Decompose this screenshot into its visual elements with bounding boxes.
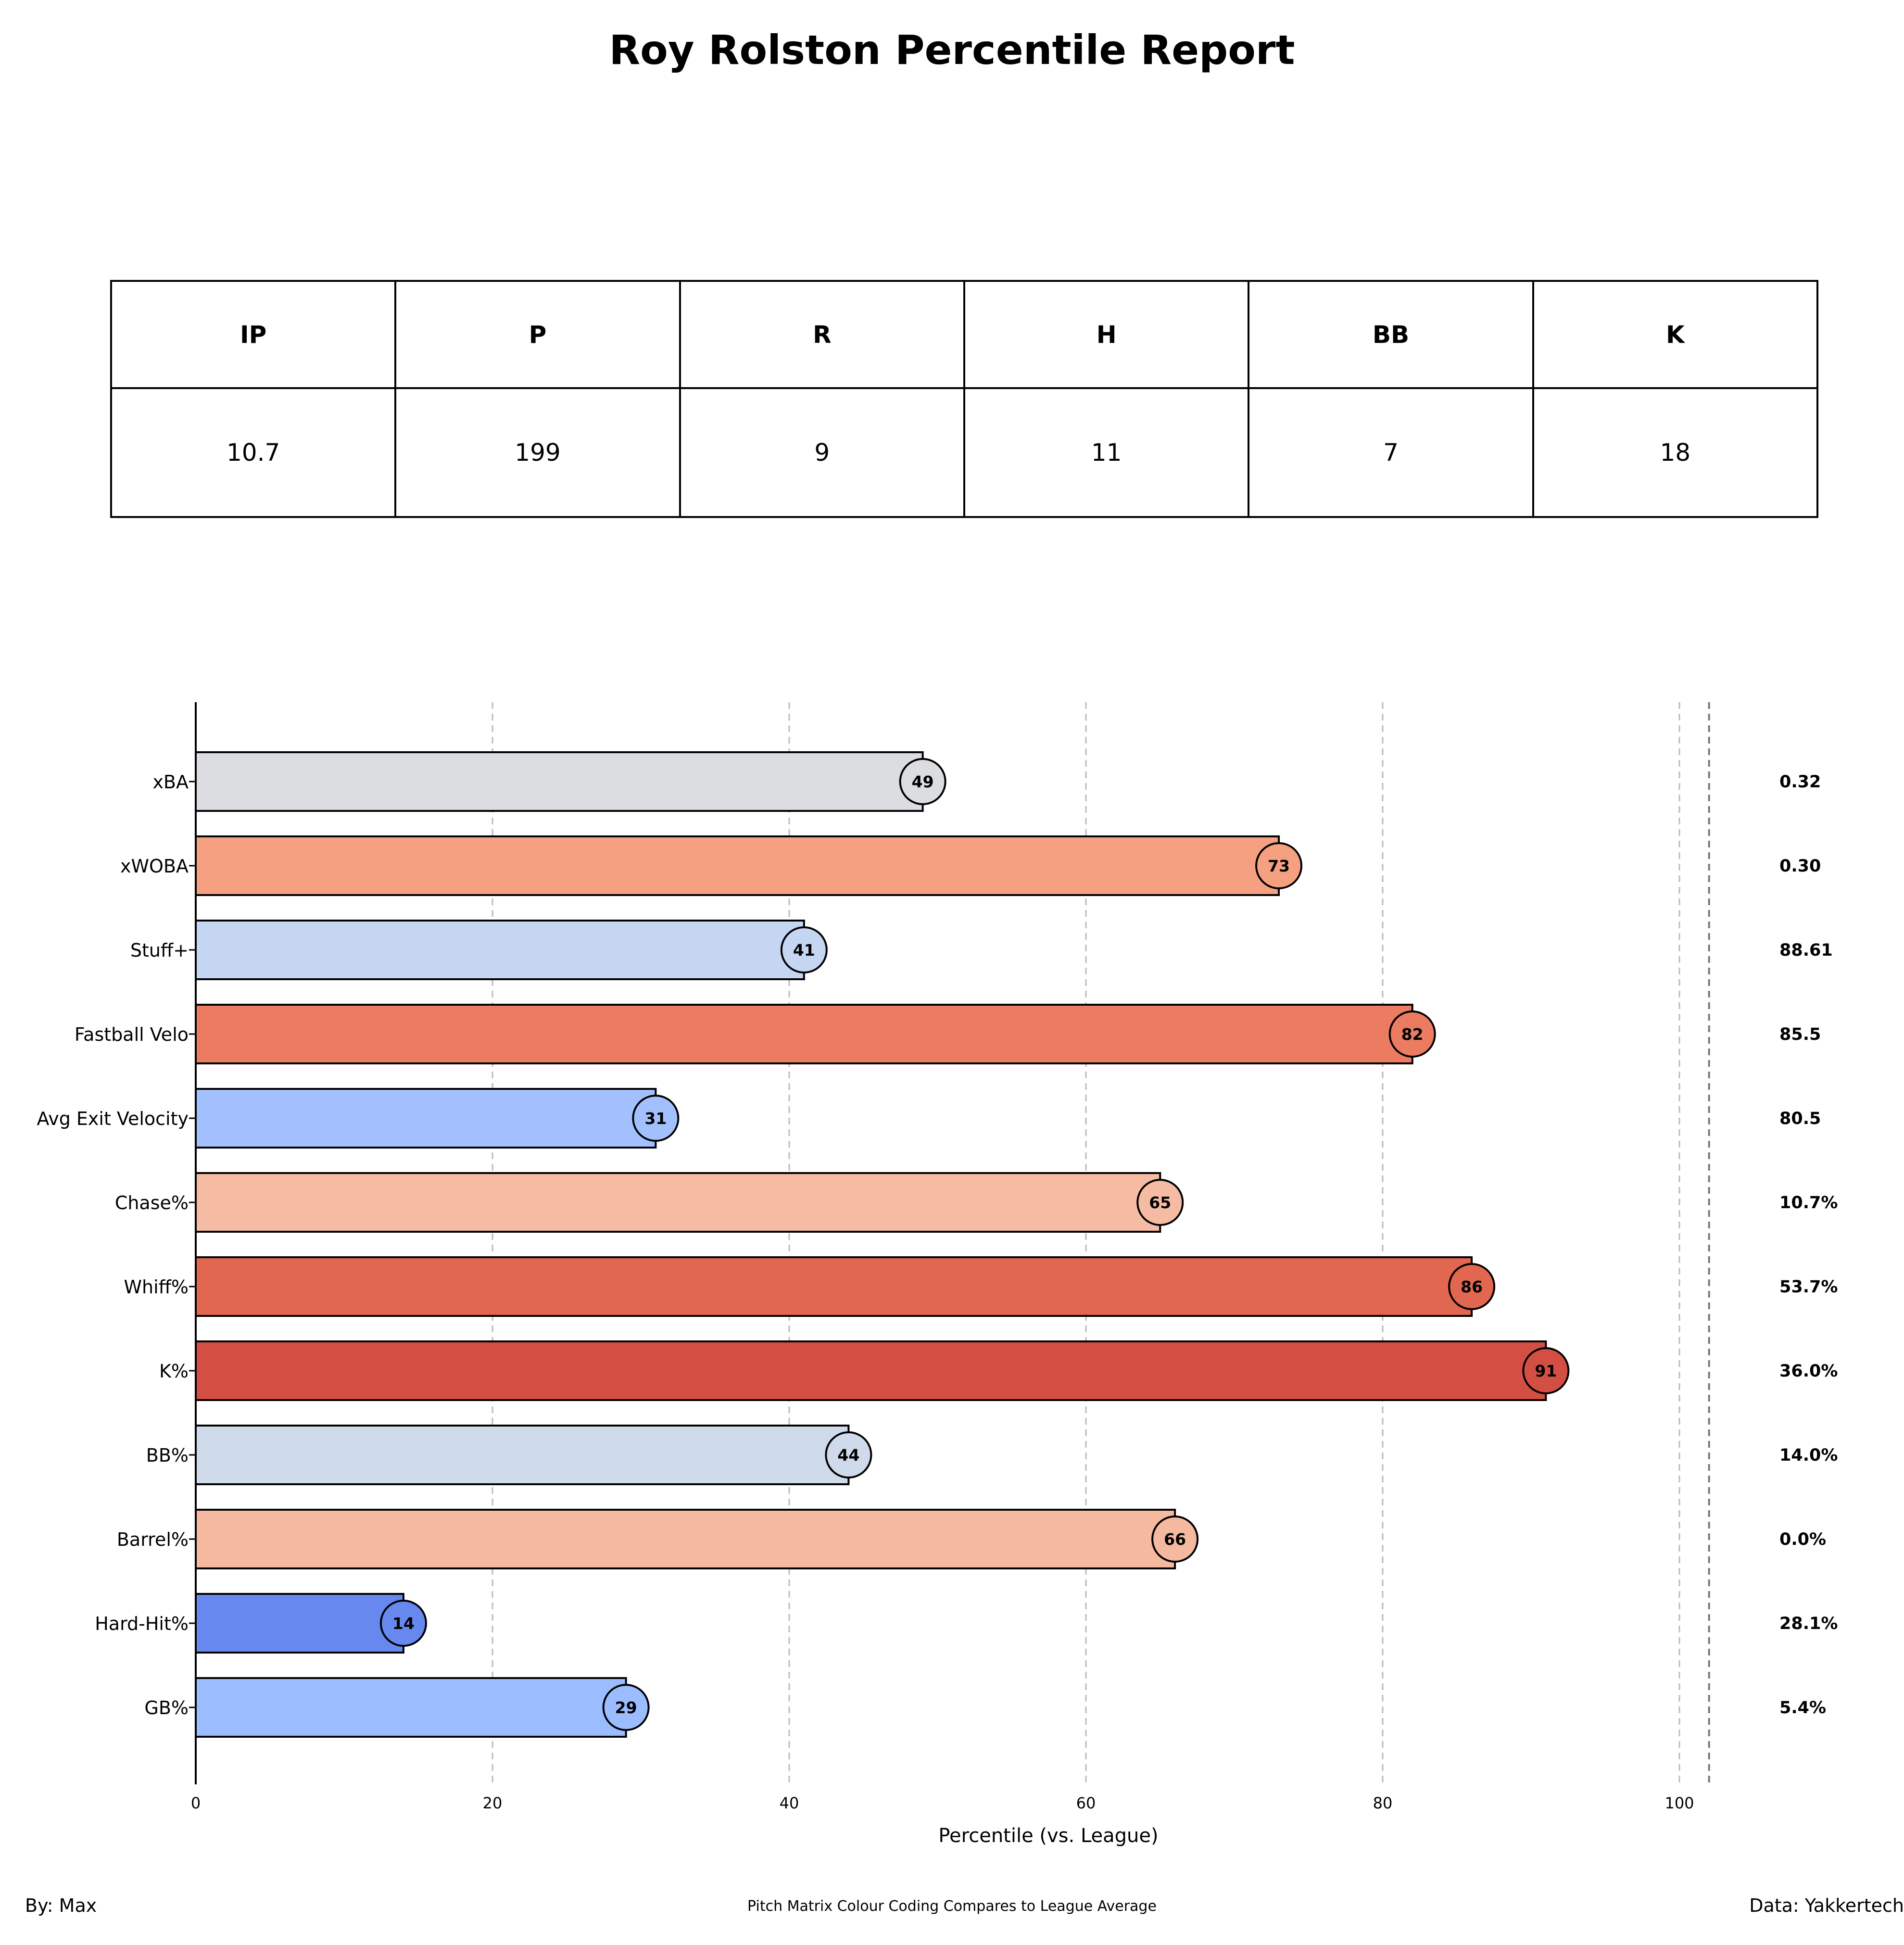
x-tick-label-60: 60: [1076, 1794, 1096, 1812]
percentile-label-10: 14: [392, 1614, 415, 1633]
percentile-label-4: 31: [644, 1109, 667, 1128]
stat-value-label-3: 85.5: [1779, 1025, 1821, 1044]
stat-header-h: H: [963, 280, 1250, 389]
percentile-marker-8: [825, 1431, 872, 1478]
footer-note: Pitch Matrix Colour Coding Compares to L…: [747, 1898, 1157, 1915]
bar-8: [195, 1425, 850, 1485]
percentile-marker-10: [379, 1600, 427, 1647]
percentile-marker-2: [780, 926, 828, 973]
percentile-marker-5: [1136, 1179, 1184, 1226]
bar-10: [195, 1593, 404, 1654]
x-tick-label-0: 0: [191, 1794, 201, 1812]
percentile-marker-7: [1522, 1347, 1570, 1394]
category-label-5: Chase%: [115, 1192, 189, 1213]
category-label-4: Avg Exit Velocity: [37, 1108, 189, 1129]
stat-value-label-11: 5.4%: [1779, 1698, 1826, 1718]
percentile-marker-1: [1255, 842, 1303, 889]
stat-header-ip: IP: [110, 280, 397, 389]
percentile-marker-0: [899, 758, 946, 805]
category-label-10: Hard-Hit%: [95, 1613, 189, 1634]
percentile-label-2: 41: [793, 941, 815, 960]
category-label-6: Whiff%: [124, 1276, 189, 1298]
stat-header-bb: BB: [1248, 280, 1534, 389]
stat-value-label-4: 80.5: [1779, 1109, 1821, 1128]
stat-value-label-0: 0.32: [1779, 772, 1821, 792]
percentile-label-5: 65: [1149, 1193, 1171, 1212]
percentile-label-0: 49: [912, 772, 934, 791]
percentile-marker-11: [602, 1684, 650, 1731]
stat-value-p: 199: [394, 387, 681, 518]
footer-author: By: Max: [25, 1895, 97, 1916]
stat-value-label-5: 10.7%: [1779, 1193, 1838, 1212]
stat-value-k: 18: [1532, 387, 1819, 518]
stat-value-label-7: 36.0%: [1779, 1362, 1838, 1381]
bar-4: [195, 1088, 657, 1149]
category-label-8: BB%: [146, 1445, 189, 1466]
stat-value-ip: 10.7: [110, 387, 397, 518]
pitching-stats-table: IP P R H BB K 10.7 199 9 11 7 18: [110, 280, 1819, 518]
percentile-marker-9: [1151, 1516, 1199, 1563]
stat-header-p: P: [394, 280, 681, 389]
percentile-label-7: 91: [1535, 1362, 1557, 1380]
percentile-marker-6: [1448, 1263, 1496, 1310]
stat-value-h: 11: [963, 387, 1250, 518]
stat-value-label-1: 0.30: [1779, 857, 1821, 876]
percentile-label-6: 86: [1461, 1277, 1483, 1296]
page-title: Roy Rolston Percentile Report: [609, 26, 1295, 74]
x-tick-label-40: 40: [780, 1794, 799, 1812]
x-axis-label: Percentile (vs. League): [938, 1825, 1158, 1847]
bar-11: [195, 1677, 627, 1738]
bar-5: [195, 1172, 1161, 1233]
category-label-0: xBA: [152, 771, 189, 793]
stats-header-row: IP P R H BB K: [110, 280, 1819, 389]
percentile-label-1: 73: [1268, 857, 1290, 875]
percentile-marker-3: [1388, 1010, 1436, 1058]
percentile-label-11: 29: [615, 1698, 637, 1717]
category-label-3: Fastball Velo: [75, 1024, 189, 1045]
stat-header-k: K: [1532, 280, 1819, 389]
bar-6: [195, 1256, 1473, 1317]
bar-2: [195, 920, 805, 980]
bar-9: [195, 1509, 1176, 1569]
percentile-label-3: 82: [1401, 1025, 1424, 1044]
x-tick-label-100: 100: [1664, 1794, 1694, 1812]
category-label-7: K%: [159, 1361, 189, 1382]
x-tick-label-80: 80: [1373, 1794, 1393, 1812]
bar-0: [195, 751, 924, 812]
stat-header-r: R: [679, 280, 965, 389]
stats-value-row: 10.7 199 9 11 7 18: [110, 387, 1819, 518]
bar-3: [195, 1004, 1413, 1064]
bar-7: [195, 1340, 1547, 1401]
footer-source: Data: Yakkertech: [1749, 1895, 1904, 1916]
category-label-11: GB%: [144, 1697, 189, 1718]
stat-value-label-6: 53.7%: [1779, 1277, 1838, 1297]
stat-value-r: 9: [679, 387, 965, 518]
category-label-1: xWOBA: [120, 856, 189, 877]
category-label-9: Barrel%: [117, 1529, 189, 1550]
stat-value-bb: 7: [1248, 387, 1534, 518]
stat-value-label-8: 14.0%: [1779, 1446, 1838, 1465]
stat-value-label-10: 28.1%: [1779, 1614, 1838, 1633]
percentile-label-8: 44: [837, 1446, 859, 1465]
category-label-2: Stuff+: [130, 940, 189, 961]
bar-1: [195, 835, 1280, 896]
percentile-label-9: 66: [1164, 1530, 1186, 1549]
x-tick-label-20: 20: [483, 1794, 503, 1812]
stat-value-label-2: 88.61: [1779, 941, 1833, 960]
percentile-marker-4: [632, 1095, 680, 1142]
stat-value-label-9: 0.0%: [1779, 1530, 1826, 1549]
percentile-bar-chart: 49 xBA 0.32 73 xWOBA 0.30 41 Stuff+ 88.61 82 Fastb…: [37, 702, 1838, 1847]
